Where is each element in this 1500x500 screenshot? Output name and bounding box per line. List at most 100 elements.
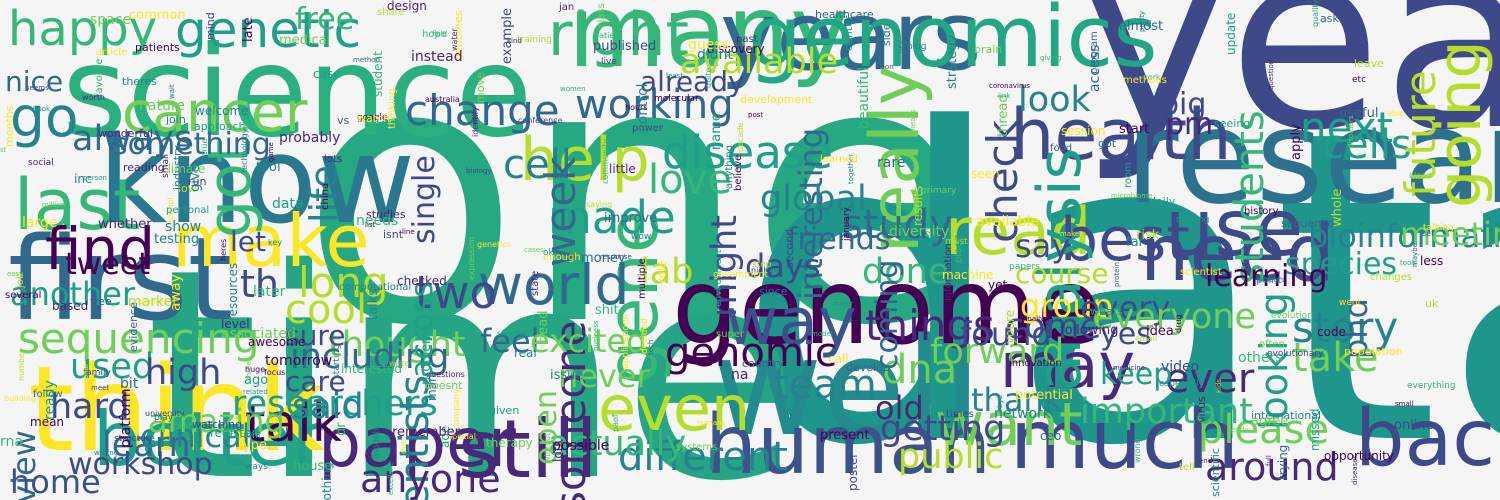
word-response: response [600, 253, 632, 261]
word-scientist: scientist [1180, 267, 1222, 278]
word-dr: dr [334, 422, 349, 436]
word-cool: cool [285, 287, 368, 333]
word-lots: lots [551, 440, 565, 462]
word-number: number [17, 349, 26, 381]
word-especially: especially [1159, 379, 1204, 389]
word-international: international [1251, 409, 1322, 422]
word-needs: needs [356, 213, 399, 229]
word-please: please [1198, 407, 1330, 453]
word-focus: focus [264, 368, 286, 377]
word-platform: platform [118, 388, 134, 449]
word-talking: talking [1423, 223, 1454, 233]
word-government: government [713, 270, 768, 280]
word-thread: thread [996, 94, 1011, 137]
word-develop: develop [846, 361, 890, 374]
word-vs: vs [337, 114, 350, 127]
word-design: design [387, 0, 427, 13]
word-back: back [1355, 394, 1500, 484]
word-wrong: wrong [1133, 438, 1142, 463]
word-well: well [712, 309, 981, 466]
word-guess: guess [688, 37, 729, 53]
word-global: global [760, 179, 867, 219]
word-welcome: welcome [195, 104, 249, 118]
word-right: right [548, 0, 689, 70]
word-large: large [22, 215, 58, 231]
word-healthcare: healthcare [815, 8, 874, 21]
word-daily: daily [1149, 195, 1176, 208]
word-know: know [98, 112, 416, 251]
word-type: type [238, 438, 268, 453]
word-less: less [1420, 254, 1444, 268]
word-excellent: excellent [387, 463, 395, 495]
word-evolutionary: evolutionary [1267, 349, 1324, 359]
word-species: species [1285, 247, 1398, 282]
word-functional: functional [82, 364, 90, 399]
word-important: important [1080, 392, 1253, 432]
word-take: take [1292, 335, 1379, 381]
word-health: health [1010, 94, 1232, 176]
word-money: money [581, 251, 626, 266]
word-full: full [1265, 455, 1273, 466]
word-super: super [716, 329, 745, 340]
word-go: go [10, 85, 79, 149]
word-feel: feel [480, 322, 540, 360]
word-expression: expression [467, 236, 476, 280]
word-field: field [432, 30, 448, 38]
word-science: science [62, 20, 533, 165]
word-wow: wow [631, 232, 652, 242]
word-seen: seen [971, 167, 1000, 181]
word-cancer: cancer [122, 80, 308, 144]
word-disorders: disorders [1347, 115, 1355, 148]
word-state: state [530, 270, 541, 296]
word-every: every [1080, 289, 1171, 327]
word-sequence: sequence [1281, 217, 1335, 230]
word-questions: questions [426, 370, 465, 379]
word-move: move [474, 72, 487, 103]
word-current: current [229, 431, 262, 441]
word-primary: primary [921, 186, 957, 196]
word-patient: patient [594, 31, 623, 40]
word-missed: missed [1308, 408, 1322, 451]
word-brain: brain [974, 43, 1003, 56]
word-question: question [1267, 59, 1275, 90]
word-network: network [994, 406, 1051, 422]
word-bioinformatics: bioinformatics [1308, 217, 1500, 255]
word-went: went [1339, 298, 1362, 308]
word-forward: forward [930, 332, 1065, 372]
word-company: company [452, 388, 462, 430]
word-believe: believe [733, 154, 744, 191]
word-talk: talk [245, 394, 342, 454]
word-yet: yet [988, 278, 1008, 292]
word-soon: soon [877, 63, 894, 71]
word-wonderful: wonderful [98, 127, 153, 140]
word-agree: agree [1251, 414, 1289, 429]
word-discovery: discovery [707, 42, 765, 56]
word-cell: cell [503, 142, 572, 188]
word-given: given [489, 404, 520, 417]
word-workshop: workshop [68, 447, 213, 482]
word-sure: sure [285, 319, 346, 352]
word-associated: associated [221, 326, 296, 342]
word-theres: theres [122, 75, 157, 88]
word-published: published [593, 39, 657, 54]
word-special: special [448, 432, 476, 441]
word-start: start [1119, 122, 1150, 137]
word-done: done [862, 252, 950, 292]
word-identify: identify [471, 106, 480, 137]
word-rna: rna [0, 434, 23, 450]
word-talks: talks [366, 289, 381, 320]
word-makes: makes [1060, 230, 1083, 238]
word-favorite: favorite [94, 58, 105, 97]
word-call: call [828, 352, 849, 366]
word-little: little [609, 162, 636, 176]
word-quality: quality [1311, 0, 1320, 27]
word-must: must [945, 237, 968, 247]
word-microbiome: microbiome [1111, 192, 1153, 200]
word-history: history [1244, 206, 1279, 217]
word-video: video [1161, 359, 1200, 375]
word-university: university [145, 409, 185, 418]
word-lab: lab [640, 252, 694, 292]
word-available: available [976, 214, 1040, 230]
word-interested: interested [341, 362, 403, 376]
word-anyone: anyone [360, 457, 501, 500]
